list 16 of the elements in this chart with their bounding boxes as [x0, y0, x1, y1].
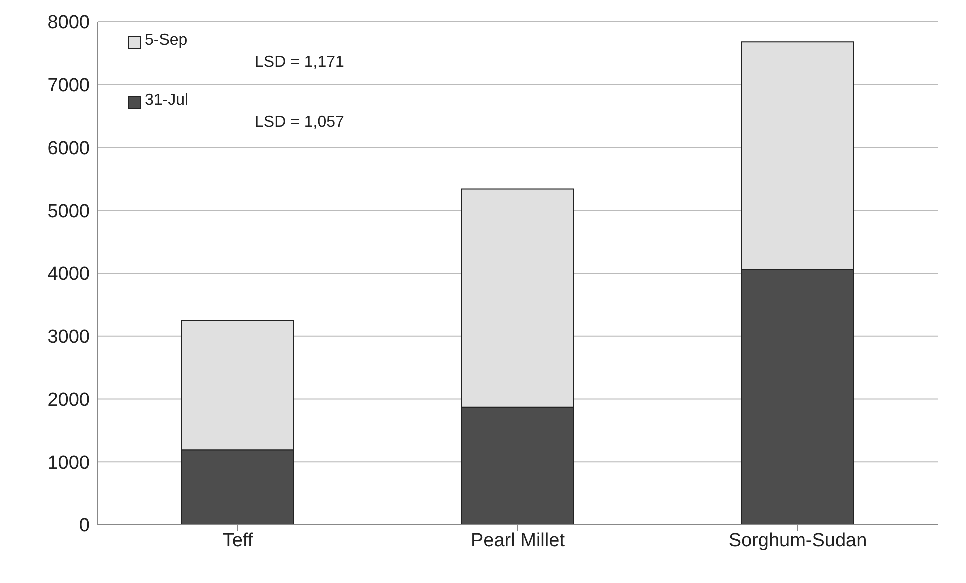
y-tick-label: 3000 [48, 327, 90, 348]
y-tick-label: 2000 [48, 390, 90, 411]
y-tick-label: 8000 [48, 12, 90, 34]
y-tick-label: 0 [79, 516, 90, 537]
y-tick-label: 7000 [48, 76, 90, 97]
y-tick-label: 1000 [48, 452, 90, 474]
x-tick-label: Pearl Millet [471, 530, 566, 552]
x-tick-label: Sorghum-Sudan [728, 530, 868, 552]
annotation: LSD = 1,171 [255, 54, 344, 72]
y-tick-label: 5000 [48, 201, 90, 222]
annotation: LSD = 1,057 [255, 114, 344, 132]
y-tick-label: 4000 [48, 264, 90, 286]
legend-label: 31-Jul [145, 92, 190, 110]
y-tick-label: 6000 [48, 138, 90, 160]
x-tick-label: Teff [222, 530, 254, 552]
legend-label: 5-Sep [145, 32, 189, 50]
